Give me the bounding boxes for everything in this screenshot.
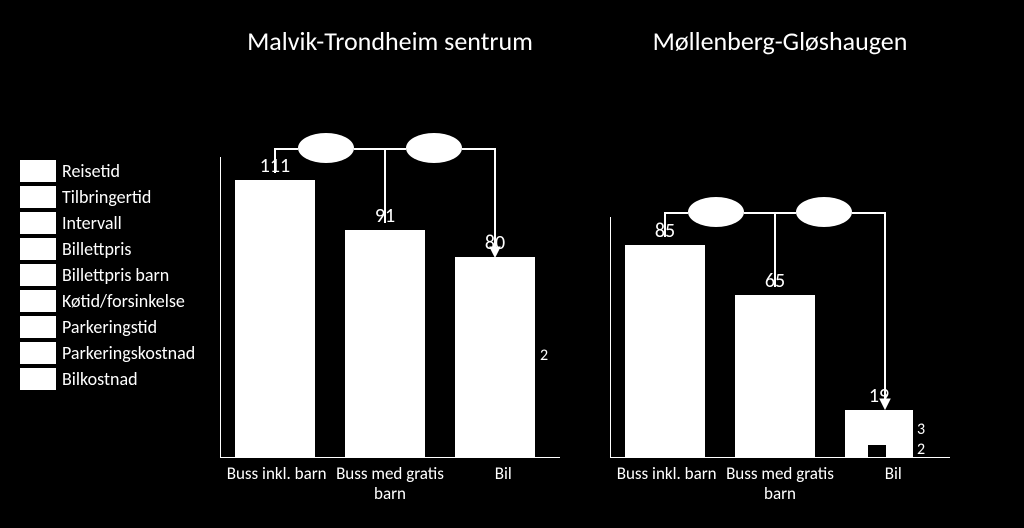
legend-label: Parkeringstid bbox=[62, 316, 157, 338]
legend-item: Tilbringertid bbox=[20, 186, 195, 208]
chart-title: Malvik-Trondheim sentrum bbox=[220, 25, 560, 57]
legend-swatch bbox=[20, 160, 56, 182]
legend-label: Parkeringskostnad bbox=[62, 342, 195, 364]
connector-lines bbox=[220, 77, 560, 457]
x-axis-labels: Buss inkl. barn Buss med gratis barn Bil bbox=[220, 464, 560, 505]
x-label: Bil bbox=[448, 464, 558, 505]
legend-label: Billettpris barn bbox=[62, 264, 169, 286]
legend: Reisetid Tilbringertid Intervall Billett… bbox=[20, 160, 195, 394]
legend-label: Intervall bbox=[62, 212, 122, 234]
legend-swatch bbox=[20, 264, 56, 286]
plot-area: 85 65 19 3 2 bbox=[610, 77, 950, 458]
legend-item: Billettpris barn bbox=[20, 264, 195, 286]
x-label: Buss med gratis barn bbox=[335, 464, 445, 505]
x-axis-labels: Buss inkl. barn Buss med gratis barn Bil bbox=[610, 464, 950, 505]
legend-swatch bbox=[20, 290, 56, 312]
legend-label: Billettpris bbox=[62, 238, 131, 260]
chart-title: Møllenberg-Gløshaugen bbox=[610, 25, 950, 57]
legend-item: Parkeringstid bbox=[20, 316, 195, 338]
x-label: Buss inkl. barn bbox=[612, 464, 722, 505]
legend-item: Intervall bbox=[20, 212, 195, 234]
x-label: Buss med gratis barn bbox=[725, 464, 835, 505]
legend-label: Køtid/forsinkelse bbox=[62, 290, 185, 312]
x-label: Bil bbox=[838, 464, 948, 505]
plot-area: 111 91 80 2 bbox=[220, 77, 560, 458]
legend-label: Bilkostnad bbox=[62, 368, 138, 390]
legend-swatch bbox=[20, 212, 56, 234]
chart-mollenberg: Møllenberg-Gløshaugen 85 65 19 3 2 Buss … bbox=[610, 25, 950, 505]
legend-item: Parkeringskostnad bbox=[20, 342, 195, 364]
legend-swatch bbox=[20, 316, 56, 338]
legend-item: Reisetid bbox=[20, 160, 195, 182]
chart-malvik: Malvik-Trondheim sentrum 111 91 80 2 Bus… bbox=[220, 25, 560, 505]
legend-swatch bbox=[20, 238, 56, 260]
legend-item: Køtid/forsinkelse bbox=[20, 290, 195, 312]
connector-lines bbox=[610, 77, 950, 457]
legend-item: Bilkostnad bbox=[20, 368, 195, 390]
legend-swatch bbox=[20, 186, 56, 208]
legend-item: Billettpris bbox=[20, 238, 195, 260]
legend-label: Tilbringertid bbox=[62, 186, 151, 208]
legend-swatch bbox=[20, 368, 56, 390]
legend-swatch bbox=[20, 342, 56, 364]
legend-label: Reisetid bbox=[62, 160, 120, 182]
x-label: Buss inkl. barn bbox=[222, 464, 332, 505]
